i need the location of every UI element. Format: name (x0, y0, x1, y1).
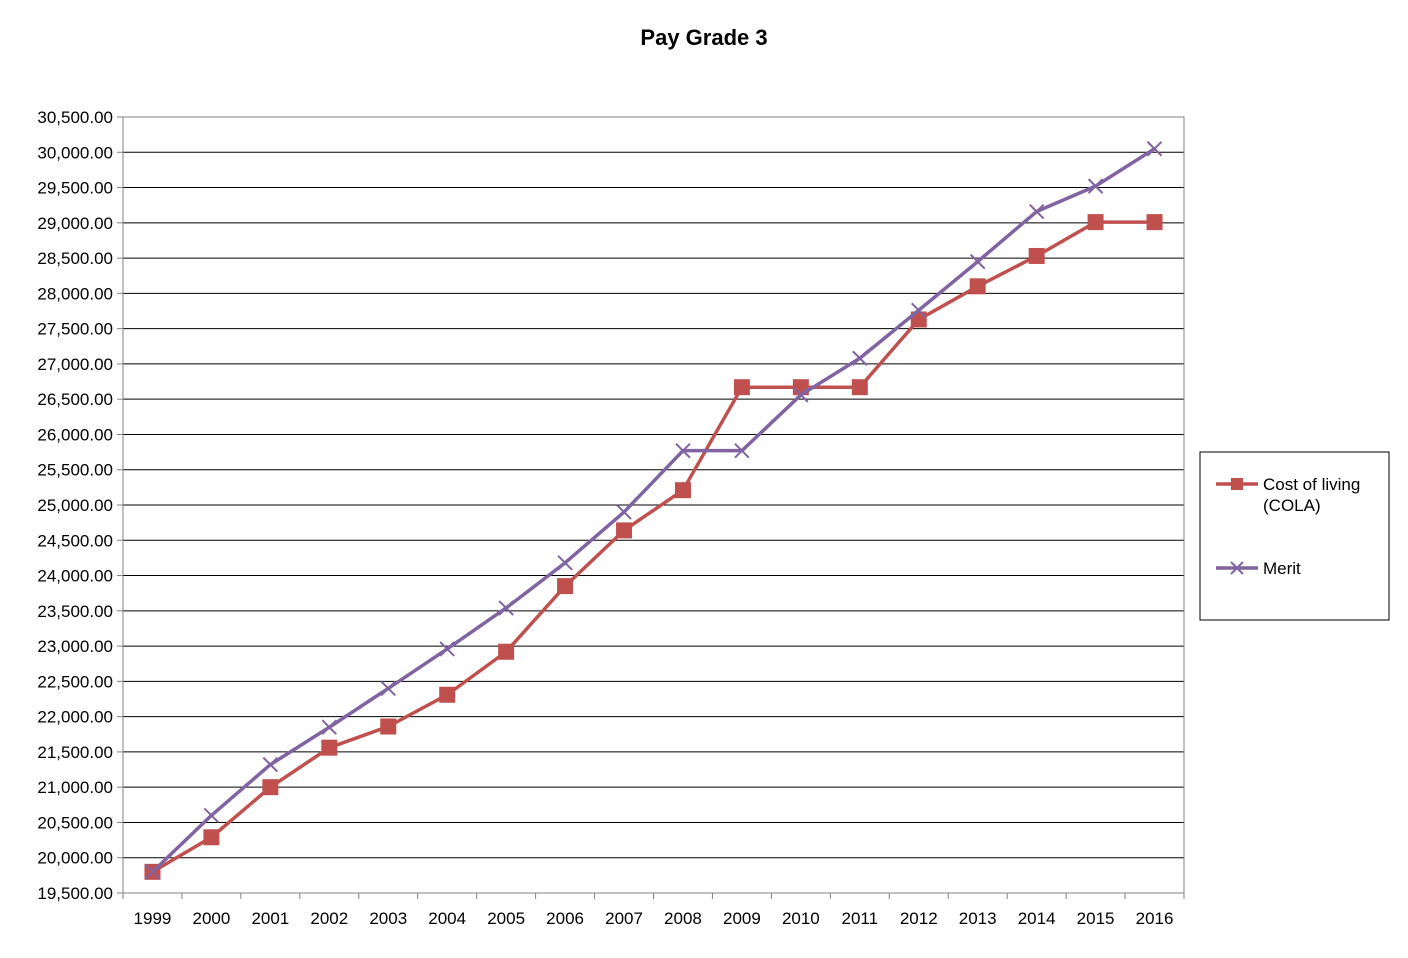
x-tick-label: 2004 (428, 909, 466, 928)
data-point (851, 379, 868, 396)
y-tick-label: 26,500.00 (37, 390, 113, 409)
y-tick-label: 26,000.00 (37, 425, 113, 444)
grid-lines (123, 151, 1184, 859)
x-tick-label: 2011 (842, 909, 879, 928)
data-point (734, 442, 750, 459)
legend: Cost of living (COLA) Merit (1199, 451, 1390, 621)
data-point (321, 739, 338, 756)
data-point (852, 350, 868, 366)
y-tick-label: 21,500.00 (37, 743, 113, 762)
data-point (262, 779, 279, 796)
x-tick-label: 2000 (193, 909, 231, 928)
x-tick-label: 2005 (487, 909, 525, 928)
y-tick-label: 22,000.00 (37, 708, 113, 727)
y-tick-label: 25,000.00 (37, 496, 113, 515)
axes: 19,500.00 20,000.00 20,500.00 21,000.00 21,5… (37, 108, 1185, 928)
x-tick-label: 2009 (723, 909, 761, 928)
data-point (969, 253, 986, 270)
y-tick-label: 27,500.00 (37, 320, 113, 339)
x-tick-label: 2006 (546, 909, 584, 928)
data-point (733, 379, 750, 396)
series-1 (144, 141, 1163, 880)
data-point (1028, 203, 1045, 220)
y-tick-label: 29,500.00 (37, 179, 113, 198)
data-point (911, 302, 927, 319)
data-point (1028, 247, 1045, 264)
y-tick-label: 25,500.00 (37, 461, 113, 480)
series-0 (144, 214, 1163, 880)
data-point (616, 522, 633, 539)
series-layer (144, 141, 1163, 880)
x-tick-label: 2013 (959, 909, 997, 928)
y-tick-label: 24,000.00 (37, 567, 113, 586)
data-point (321, 719, 338, 735)
x-tick-label: 1999 (134, 909, 172, 928)
x-tick-label: 2001 (251, 909, 289, 928)
y-tick-label: 20,000.00 (37, 849, 113, 868)
y-tick-label: 23,500.00 (37, 602, 113, 621)
legend-label: Merit (1263, 559, 1301, 578)
x-tick-label: 2012 (900, 909, 938, 928)
data-point (498, 643, 515, 660)
data-point (557, 555, 573, 571)
y-tick-label: 20,500.00 (37, 813, 113, 832)
x-tick-label: 2008 (664, 909, 702, 928)
data-point (1087, 178, 1104, 194)
y-tick-label: 22,500.00 (37, 672, 113, 691)
x-tick-label: 2015 (1077, 909, 1115, 928)
data-point (1146, 214, 1163, 231)
y-tick-label: 23,000.00 (37, 637, 113, 656)
chart-title: Pay Grade 3 (640, 25, 767, 50)
x-tick-label: 2002 (310, 909, 348, 928)
data-point (203, 807, 220, 824)
data-point (380, 680, 396, 697)
data-point (616, 504, 632, 520)
y-tick-label: 27,000.00 (37, 355, 113, 374)
data-point (674, 482, 691, 499)
y-tick-label: 28,000.00 (37, 284, 113, 303)
y-tick-label: 19,500.00 (37, 884, 113, 903)
data-point (557, 578, 574, 595)
legend-label: (COLA) (1263, 496, 1321, 515)
data-point (1087, 214, 1104, 231)
data-point (498, 600, 514, 616)
data-point (439, 686, 456, 703)
legend-entry: Merit (1216, 559, 1301, 578)
series-line (151, 147, 1156, 874)
y-tick-label: 24,500.00 (37, 531, 113, 550)
legend-marker (1231, 478, 1243, 490)
x-tick-label: 2007 (605, 909, 643, 928)
data-point (969, 278, 986, 295)
data-point (439, 641, 455, 657)
x-tick-label: 2016 (1136, 909, 1174, 928)
y-tick-label: 28,500.00 (37, 249, 113, 268)
y-tick-label: 30,500.00 (37, 108, 113, 127)
series-line (151, 220, 1155, 874)
legend-label: Cost of living (1263, 475, 1360, 494)
data-point (203, 829, 220, 846)
data-point (144, 864, 161, 880)
data-point (793, 387, 809, 403)
data-point (1146, 141, 1163, 157)
y-tick-label: 21,000.00 (37, 778, 113, 797)
data-point (675, 442, 691, 459)
data-point (380, 718, 397, 735)
legend-entry: Cost of living (COLA) (1216, 475, 1360, 515)
y-tick-label: 30,000.00 (37, 143, 113, 162)
y-tick-label: 29,000.00 (37, 214, 113, 233)
x-tick-label: 2014 (1018, 909, 1056, 928)
data-point (262, 756, 279, 773)
x-tick-label: 2003 (369, 909, 407, 928)
legend-marker (1230, 561, 1244, 575)
x-tick-label: 2010 (782, 909, 820, 928)
